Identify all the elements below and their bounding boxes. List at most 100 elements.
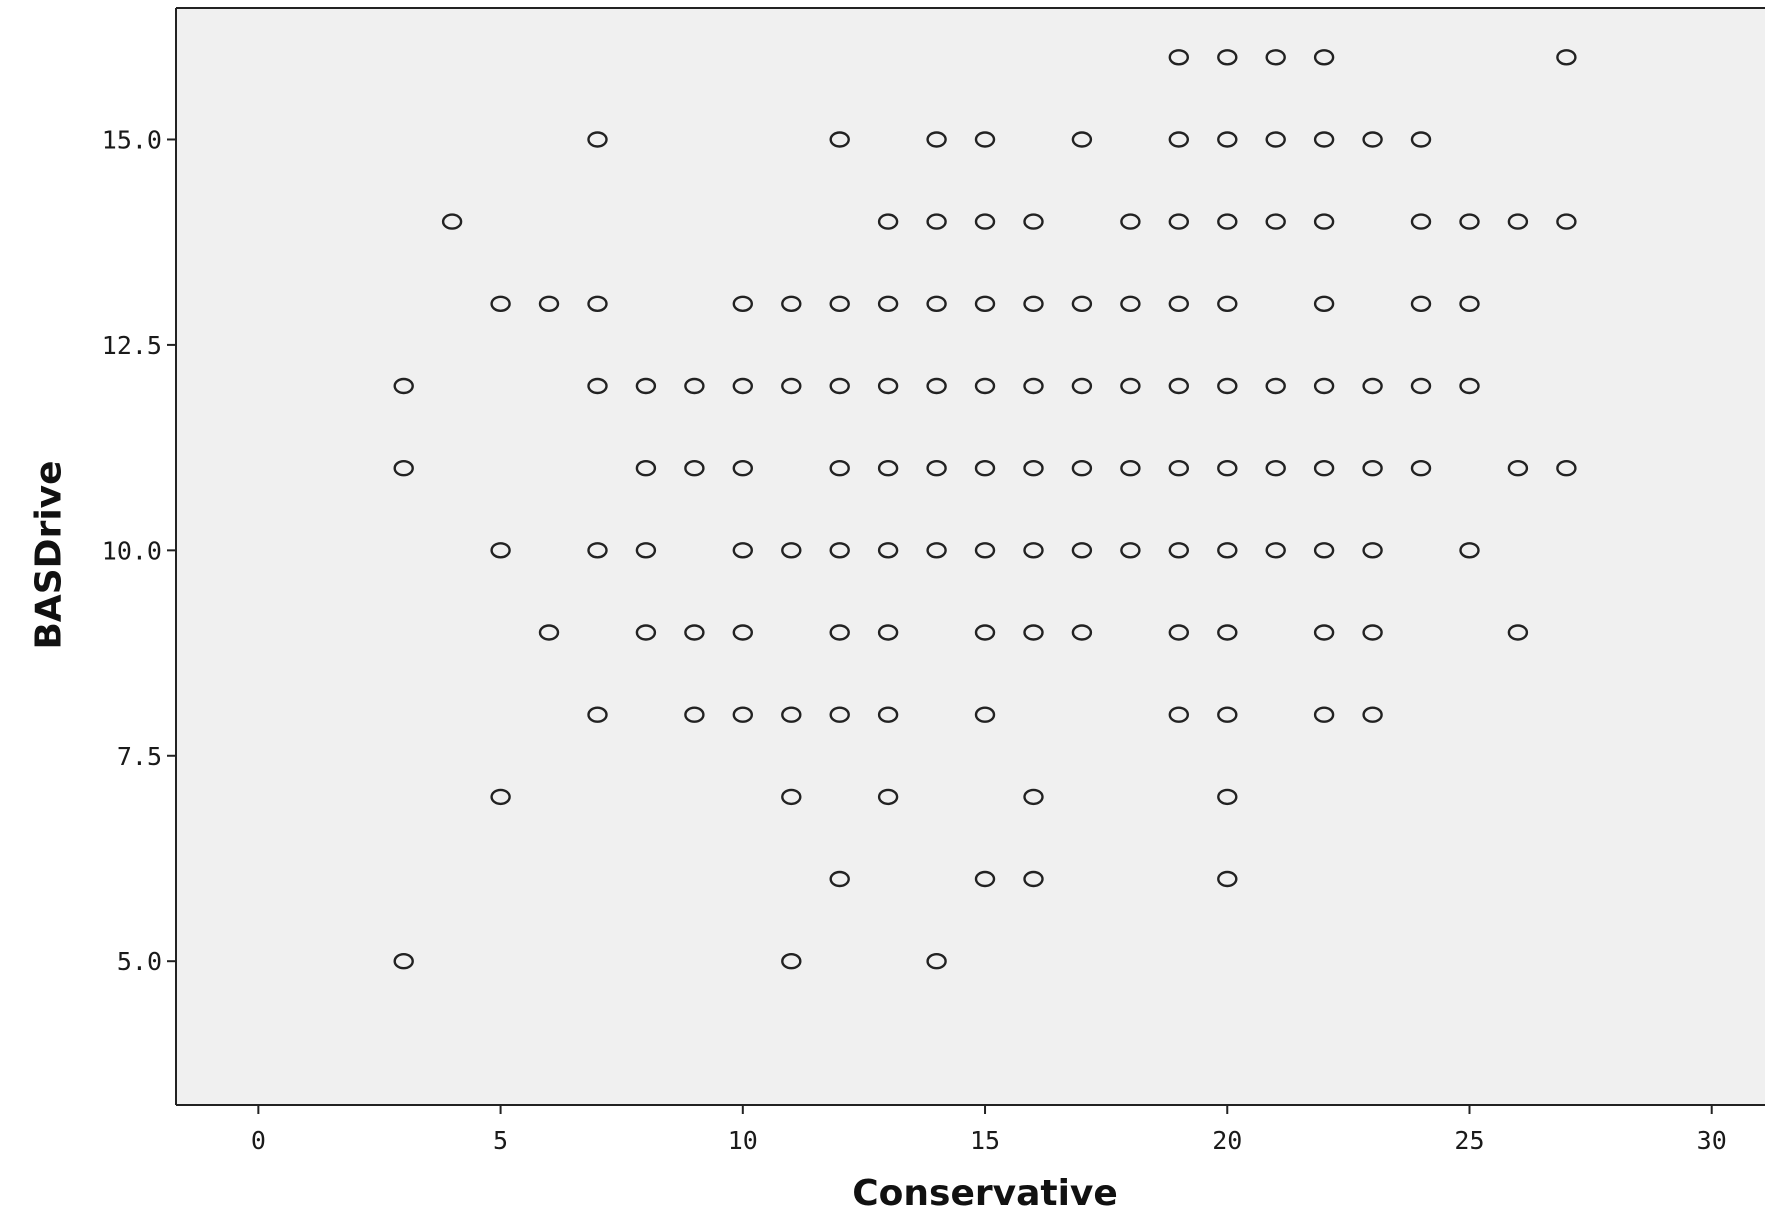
data-point — [1023, 295, 1044, 312]
x-tick-label: 20 — [1212, 1126, 1242, 1155]
data-point — [1507, 213, 1529, 230]
data-point — [684, 624, 705, 641]
data-point — [635, 460, 657, 477]
data-point — [1507, 624, 1529, 641]
plot-area — [176, 8, 1765, 1105]
data-point — [1023, 542, 1044, 559]
data-point — [1023, 377, 1044, 395]
data-point — [877, 624, 899, 641]
data-point — [1265, 460, 1286, 477]
data-point — [1265, 377, 1286, 395]
data-point — [926, 295, 947, 312]
data-point — [1168, 706, 1190, 723]
y-tick-label: 12.5 — [102, 331, 162, 360]
data-point — [1217, 706, 1238, 723]
data-point — [1313, 377, 1335, 395]
data-point — [635, 542, 657, 559]
data-point — [1556, 460, 1577, 477]
data-point — [1120, 542, 1141, 559]
data-point — [1217, 624, 1238, 641]
data-point — [1313, 542, 1335, 559]
data-point — [829, 131, 850, 148]
data-point — [490, 542, 511, 559]
data-point — [1120, 295, 1141, 312]
data-point — [1120, 460, 1141, 477]
data-point — [1313, 706, 1335, 723]
data-point — [1410, 377, 1432, 395]
data-point — [1071, 131, 1093, 148]
data-point — [1265, 131, 1286, 148]
data-point — [1313, 295, 1335, 312]
data-point — [1217, 460, 1238, 477]
data-point — [781, 542, 802, 559]
data-point — [1071, 460, 1093, 477]
data-point — [1459, 295, 1480, 312]
data-point — [490, 295, 511, 312]
data-point — [393, 953, 414, 970]
x-tick-label: 0 — [251, 1126, 266, 1155]
data-point — [1362, 624, 1383, 641]
data-point — [974, 213, 996, 230]
data-point — [684, 460, 705, 477]
data-point — [974, 131, 996, 148]
data-point — [1313, 213, 1335, 230]
data-point — [538, 295, 560, 312]
data-point — [781, 788, 802, 806]
data-point — [1071, 624, 1093, 641]
data-point — [926, 377, 947, 395]
data-point — [441, 213, 463, 230]
data-point — [877, 295, 899, 312]
data-point — [587, 706, 608, 723]
data-point — [1265, 49, 1286, 66]
data-point — [635, 377, 657, 395]
data-point — [1023, 213, 1044, 230]
data-point — [1120, 377, 1141, 395]
data-point — [974, 460, 996, 477]
data-point — [829, 377, 850, 395]
data-point — [1071, 542, 1093, 559]
data-point — [781, 295, 802, 312]
data-point — [732, 460, 753, 477]
data-point — [732, 377, 753, 395]
data-point — [587, 131, 608, 148]
data-point — [393, 377, 414, 395]
data-point — [877, 377, 899, 395]
data-point — [1362, 131, 1383, 148]
data-point — [877, 706, 899, 723]
data-point — [1071, 295, 1093, 312]
data-point — [1410, 131, 1432, 148]
data-point — [974, 377, 996, 395]
data-point — [829, 295, 850, 312]
data-point — [1362, 542, 1383, 559]
data-point — [1217, 49, 1238, 66]
data-point — [829, 706, 850, 723]
data-point — [829, 542, 850, 559]
data-point — [781, 377, 802, 395]
data-point — [1313, 624, 1335, 641]
data-point — [1120, 213, 1141, 230]
data-point — [587, 377, 608, 395]
data-point — [1168, 49, 1190, 66]
data-point — [490, 788, 511, 806]
data-point — [1556, 213, 1577, 230]
y-tick-label: 10.0 — [102, 536, 162, 565]
data-point — [1410, 213, 1432, 230]
data-point — [974, 870, 996, 888]
data-point — [926, 953, 947, 970]
data-point — [829, 870, 850, 888]
data-point — [538, 624, 560, 641]
data-point — [1168, 377, 1190, 395]
data-point — [1071, 377, 1093, 395]
data-point — [1217, 870, 1238, 888]
y-axis-title: BASDrive — [29, 460, 70, 649]
y-axis-ticks: 5.0 7.5 10.0 12.5 15.0 — [102, 125, 176, 976]
x-tick-label: 30 — [1697, 1126, 1727, 1155]
data-point — [1459, 542, 1480, 559]
data-point — [1313, 460, 1335, 477]
data-point — [1556, 49, 1577, 66]
data-point — [1217, 213, 1238, 230]
data-point — [829, 624, 850, 641]
data-point — [781, 706, 802, 723]
data-point — [1217, 131, 1238, 148]
y-tick-label: 15.0 — [102, 125, 162, 154]
